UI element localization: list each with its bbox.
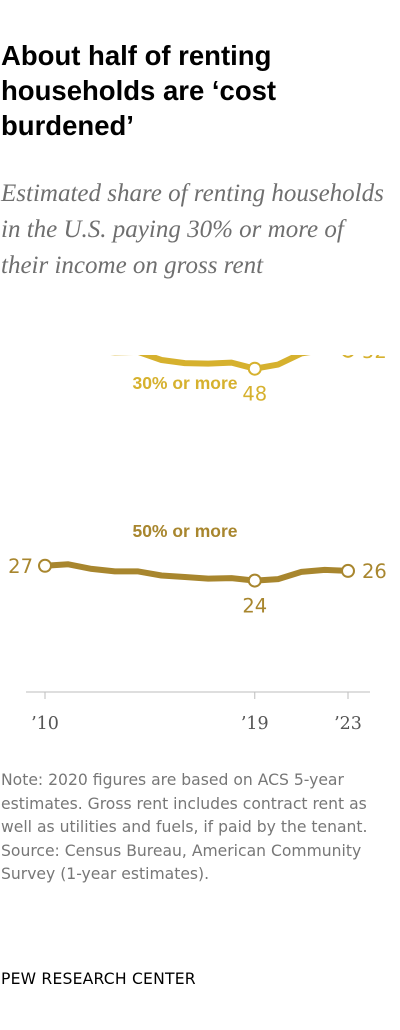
series-label: 50% or more xyxy=(132,521,237,541)
data-label: 27 xyxy=(8,555,33,578)
series-line xyxy=(42,561,351,584)
series-label: 30% or more xyxy=(132,373,237,393)
x-tick-label: ’19 xyxy=(241,714,269,734)
data-label: 26 xyxy=(362,560,387,583)
data-label: 52 xyxy=(362,355,387,363)
brand-logo-text: PEW RESEARCH CENTER xyxy=(1,970,196,988)
chart-subtitle: Estimated share of renting households in… xyxy=(1,180,384,279)
note-text: Note: 2020 figures are based on ACS 5-ye… xyxy=(1,771,368,836)
data-point-marker xyxy=(247,361,262,376)
data-label: 24 xyxy=(242,595,267,618)
chart-title: About half of renting households are ‘co… xyxy=(1,40,277,141)
chart-notes: Note: 2020 figures are based on ACS 5-ye… xyxy=(1,769,397,887)
data-point-marker xyxy=(247,573,262,588)
data-point-marker xyxy=(341,563,355,578)
data-point-marker xyxy=(38,558,52,573)
data-point-marker xyxy=(342,355,354,358)
data-label: 53 xyxy=(8,355,33,356)
line-chart: ’10 ’19 ’23 30% or more 53 48 52 50% or more 27 2… xyxy=(8,355,387,734)
x-tick-label: ’23 xyxy=(334,714,362,734)
data-label: 48 xyxy=(242,383,267,406)
source-text: Source: Census Bureau, American Communit… xyxy=(1,841,362,884)
series-line xyxy=(110,355,311,372)
x-tick-label: ’10 xyxy=(31,714,59,734)
